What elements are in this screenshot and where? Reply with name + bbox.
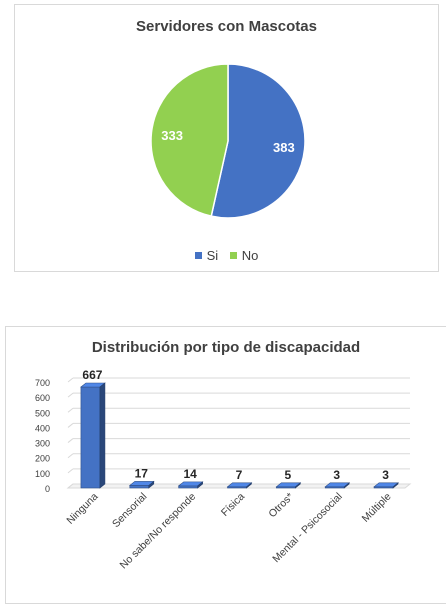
y-tick-label: 0 [45,484,50,494]
bar-side-1 [99,382,106,489]
bar-data-label: 5 [285,468,292,482]
gridline-depth [67,392,74,398]
x-tick-label: Física [219,491,247,519]
x-tick-label: Ninguna [64,491,100,527]
y-tick-label: 600 [35,393,50,403]
x-tick-label: Múltiple [360,491,394,525]
y-tick-label: 300 [35,439,50,449]
pie-legend: Si No [15,247,438,263]
bar-data-label: 667 [82,368,102,382]
bar-side-4 [246,482,252,489]
legend-label-si: Si [206,248,219,264]
pie-chart-panel: Servidores con Mascotas 383 333 Si No [14,4,439,272]
legend-item-si: Si [194,247,219,264]
pie-data-label-si: 383 [273,140,295,155]
x-tick-label: Otros* [266,491,296,521]
bar-chart: 0 100 200 300 400 500 600 700 667 Ninguna 17 Sensor… [35,368,412,571]
gridline-depth [67,423,74,428]
y-tick-label: 100 [35,469,50,479]
y-tick-label: 200 [35,454,50,464]
gridline-depth [67,438,74,443]
bar-chart-title: Distribución por tipo de discapacidad [91,339,361,356]
y-tick-label: 700 [35,378,50,388]
bar-3 [178,485,198,489]
legend-label-no: No [241,248,259,264]
y-tick-label: 500 [35,408,50,418]
pie-chart: 383 333 [150,63,306,219]
bar-side-6 [343,482,350,489]
bar-side-5 [295,482,301,489]
bar-data-label: 3 [382,468,389,482]
bar-2 [129,485,150,489]
gridline-depth [67,468,74,474]
bar-side-3 [197,481,203,489]
gridline-depth [67,453,74,459]
gridline-depth [67,407,74,413]
bar-data-label: 3 [333,468,340,482]
bar-side-7 [392,482,399,489]
bar-1 [80,386,101,489]
gridline-depth [67,377,74,383]
bar-data-label: 17 [135,466,149,480]
y-tick-label: 400 [35,423,50,433]
pie-slice-no [150,63,229,218]
bar-data-label: 7 [236,468,243,482]
legend-swatch-si [194,252,202,260]
pie-slice-si [210,63,306,219]
legend-swatch-no [229,252,237,260]
x-tick-label: Sensorial [110,491,149,530]
pie-chart-title: Servidores con Mascotas [136,18,317,35]
pie-data-label-no: 333 [161,128,183,143]
legend-item-no: No [229,247,259,264]
bar-side-2 [148,480,155,489]
bar-chart-panel: Distribución por tipo de discapacidad 0 1… [5,326,446,604]
bar-data-label: 14 [183,467,197,481]
